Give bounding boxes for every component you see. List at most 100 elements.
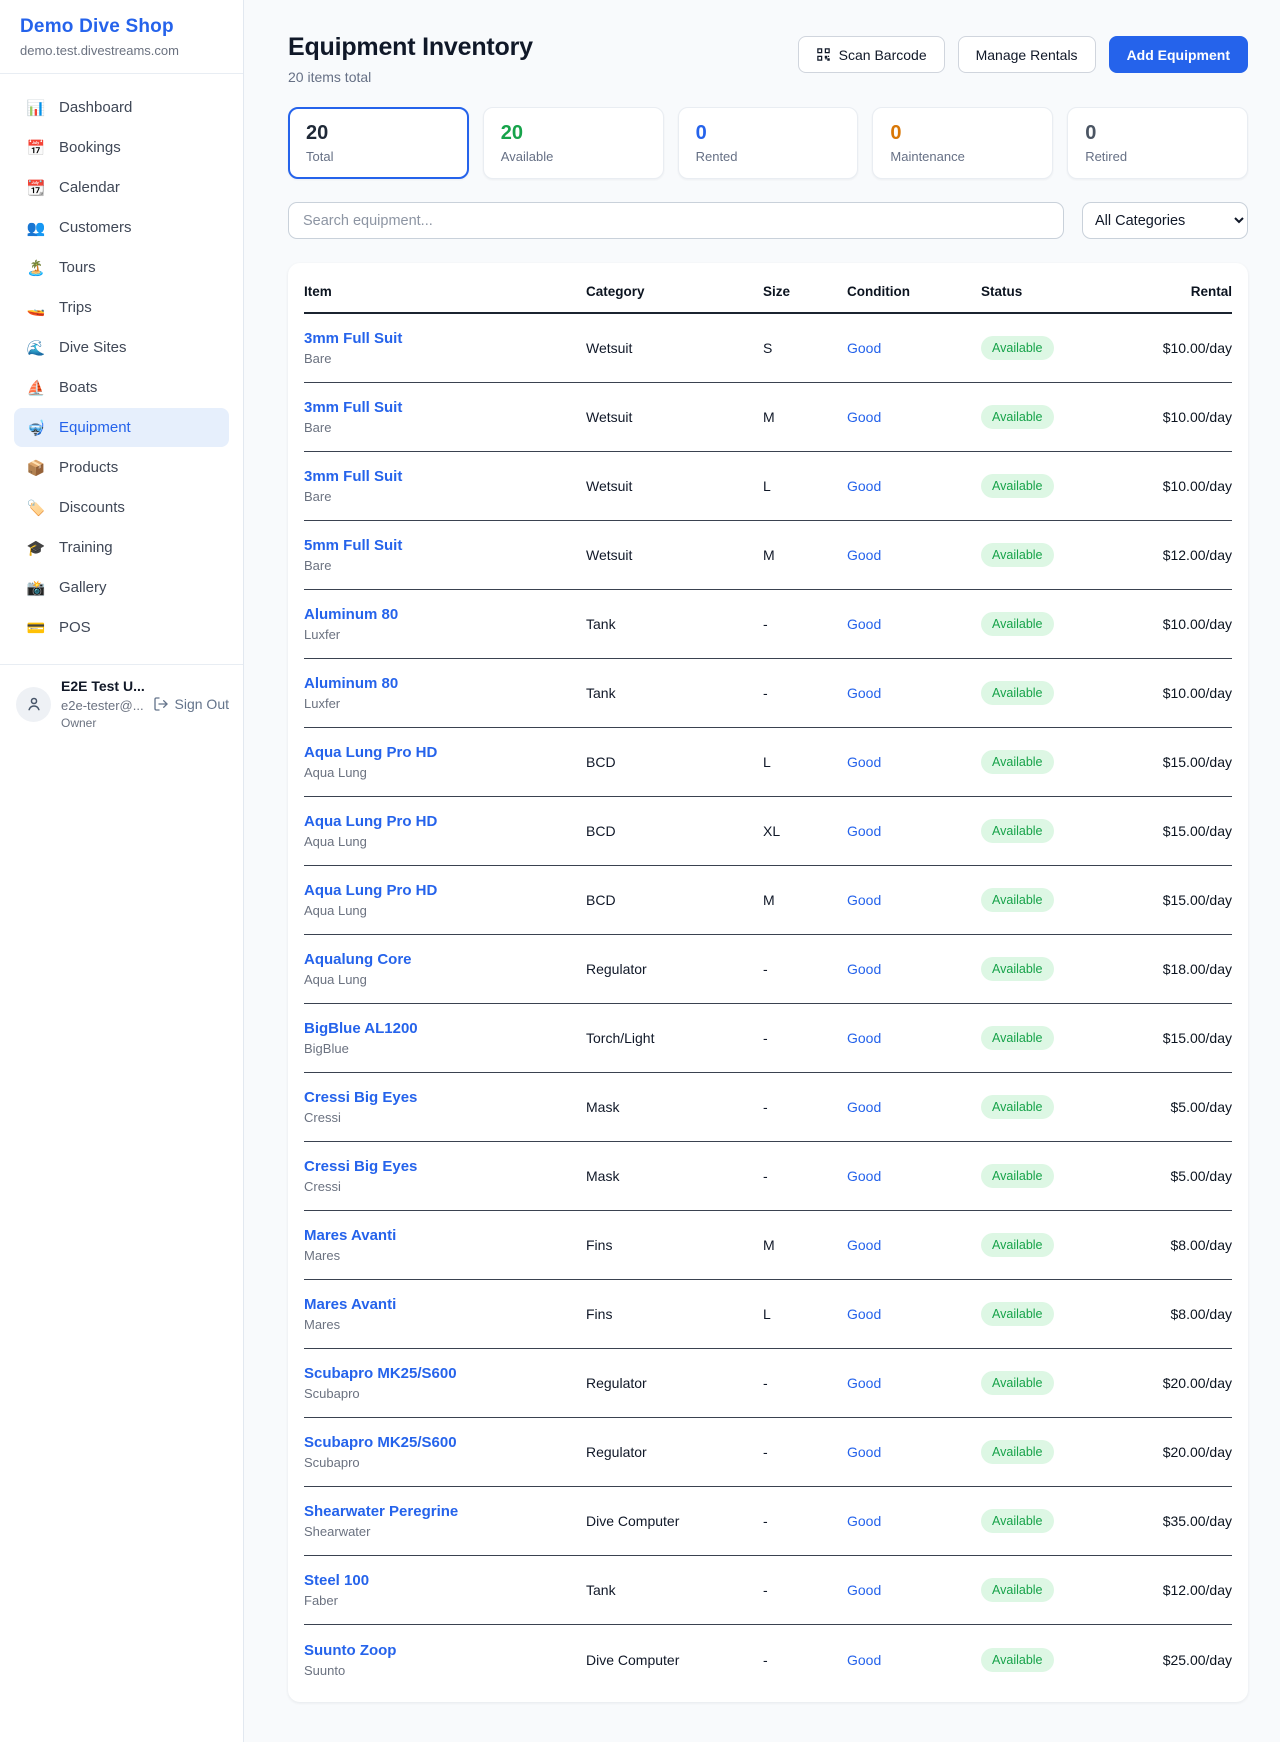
sidebar-item-calendar[interactable]: 📆 Calendar [14, 168, 229, 207]
item-name-link[interactable]: BigBlue AL1200 [304, 1020, 418, 1037]
condition-link[interactable]: Good [847, 754, 882, 770]
condition-link[interactable]: Good [847, 823, 882, 839]
status-badge: Available [981, 819, 1054, 843]
table-row: Aqualung Core Aqua Lung Regulator - Good… [304, 935, 1232, 1004]
item-brand: Scubapro [304, 1455, 360, 1470]
brand-name[interactable]: Demo Dive Shop [20, 16, 174, 37]
condition-link[interactable]: Good [847, 961, 882, 977]
table-row: Cressi Big Eyes Cressi Mask - Good Avail… [304, 1142, 1232, 1211]
item-cell: Cressi Big Eyes Cressi [304, 1158, 586, 1194]
sidebar-item-trips[interactable]: 🚤 Trips [14, 288, 229, 327]
sign-out-button[interactable]: Sign Out [153, 696, 229, 712]
condition-link[interactable]: Good [847, 616, 882, 632]
sidebar-item-dashboard[interactable]: 📊 Dashboard [14, 88, 229, 127]
rental-cell: $15.00/day [1162, 892, 1232, 908]
item-name-link[interactable]: 3mm Full Suit [304, 399, 403, 416]
condition-link[interactable]: Good [847, 1168, 882, 1184]
sidebar-item-customers[interactable]: 👥 Customers [14, 208, 229, 247]
sidebar-item-equipment[interactable]: 🤿 Equipment [14, 408, 229, 447]
status-cell: Available [981, 888, 1149, 912]
condition-link[interactable]: Good [847, 409, 882, 425]
item-name-link[interactable]: Aqua Lung Pro HD [304, 882, 438, 899]
item-name-link[interactable]: Aqua Lung Pro HD [304, 744, 438, 761]
col-header-condition: Condition [847, 284, 910, 299]
sidebar-item-bookings[interactable]: 📅 Bookings [14, 128, 229, 167]
item-name-link[interactable]: Scubapro MK25/S600 [304, 1365, 457, 1382]
sidebar-item-training[interactable]: 🎓 Training [14, 528, 229, 567]
item-name-link[interactable]: Cressi Big Eyes [304, 1158, 418, 1175]
condition-link[interactable]: Good [847, 892, 882, 908]
condition-link[interactable]: Good [847, 1444, 882, 1460]
category-select[interactable]: All Categories [1082, 202, 1248, 239]
condition-link[interactable]: Good [847, 1513, 882, 1529]
item-name-link[interactable]: 3mm Full Suit [304, 468, 403, 485]
rental-cell: $20.00/day [1162, 1375, 1232, 1391]
add-equipment-button[interactable]: Add Equipment [1108, 36, 1248, 73]
sidebar-item-pos[interactable]: 💳 POS [14, 608, 229, 647]
item-name-link[interactable]: 5mm Full Suit [304, 537, 403, 554]
status-cell: Available [981, 543, 1149, 567]
col-header-item: Item [304, 284, 332, 299]
condition-link[interactable]: Good [847, 547, 882, 563]
item-name-link[interactable]: Aqualung Core [304, 951, 412, 968]
sidebar-item-dive-sites[interactable]: 🌊 Dive Sites [14, 328, 229, 367]
condition-link[interactable]: Good [847, 1030, 882, 1046]
item-name-link[interactable]: Cressi Big Eyes [304, 1089, 418, 1106]
item-name-link[interactable]: Shearwater Peregrine [304, 1503, 459, 1520]
stat-card-rented[interactable]: 0 Rented [677, 107, 859, 179]
stat-card-available[interactable]: 20 Available [482, 107, 664, 179]
size-cell: L [763, 1306, 771, 1322]
rental-cell: $15.00/day [1162, 754, 1232, 770]
table-header-row: Item Category Size Condition Status Rent… [304, 267, 1232, 314]
manage-rentals-button[interactable]: Manage Rentals [957, 36, 1096, 73]
item-brand: Mares [304, 1248, 341, 1263]
condition-link[interactable]: Good [847, 1099, 882, 1115]
condition-link[interactable]: Good [847, 340, 882, 356]
item-name-link[interactable]: Aluminum 80 [304, 675, 399, 692]
condition-link[interactable]: Good [847, 1582, 882, 1598]
stat-card-total[interactable]: 20 Total [288, 107, 469, 179]
status-cell: Available [981, 1509, 1149, 1533]
item-name-link[interactable]: Steel 100 [304, 1572, 370, 1589]
sidebar-item-discounts[interactable]: 🏷️ Discounts [14, 488, 229, 527]
search-input[interactable] [288, 202, 1064, 239]
condition-link[interactable]: Good [847, 685, 882, 701]
item-name-link[interactable]: Aqua Lung Pro HD [304, 813, 438, 830]
table-row: Cressi Big Eyes Cressi Mask - Good Avail… [304, 1073, 1232, 1142]
item-name-link[interactable]: Aluminum 80 [304, 606, 399, 623]
sidebar-item-products[interactable]: 📦 Products [14, 448, 229, 487]
condition-link[interactable]: Good [847, 1651, 882, 1668]
item-name-link[interactable]: Mares Avanti [304, 1227, 397, 1244]
item-name-link[interactable]: 3mm Full Suit [304, 330, 403, 347]
item-name-link[interactable]: Suunto Zoop [304, 1641, 397, 1659]
item-name-link[interactable]: Scubapro MK25/S600 [304, 1434, 457, 1451]
nav-label: Dive Sites [59, 339, 127, 356]
sidebar-item-boats[interactable]: ⛵ Boats [14, 368, 229, 407]
stat-value: 20 [306, 122, 329, 144]
size-cell: XL [763, 823, 781, 839]
item-cell: BigBlue AL1200 BigBlue [304, 1020, 586, 1056]
stat-card-retired[interactable]: 0 Retired [1067, 107, 1248, 179]
size-cell: L [763, 754, 771, 770]
condition-link[interactable]: Good [847, 1306, 882, 1322]
item-name-link[interactable]: Mares Avanti [304, 1296, 397, 1313]
status-badge: Available [981, 1302, 1054, 1326]
condition-link[interactable]: Good [847, 478, 882, 494]
avatar [16, 686, 51, 722]
col-header-category: Category [586, 284, 645, 299]
sidebar-item-gallery[interactable]: 📸 Gallery [14, 568, 229, 607]
scan-barcode-button[interactable]: Scan Barcode [797, 36, 945, 73]
stat-value: 0 [1085, 122, 1097, 144]
table-row: Scubapro MK25/S600 Scubapro Regulator - … [304, 1418, 1232, 1487]
status-badge: Available [981, 1371, 1054, 1395]
sidebar-item-tours[interactable]: 🏝️ Tours [14, 248, 229, 287]
status-badge: Available [981, 1647, 1054, 1672]
stat-card-maintenance[interactable]: 0 Maintenance [872, 107, 1054, 179]
condition-link[interactable]: Good [847, 1237, 882, 1253]
item-brand: Aqua Lung [304, 765, 367, 780]
logout-icon [153, 696, 169, 712]
bookings-icon: 📅 [26, 139, 46, 157]
item-brand: Cressi [304, 1110, 341, 1125]
item-cell: 3mm Full Suit Bare [304, 399, 586, 435]
condition-link[interactable]: Good [847, 1375, 882, 1391]
